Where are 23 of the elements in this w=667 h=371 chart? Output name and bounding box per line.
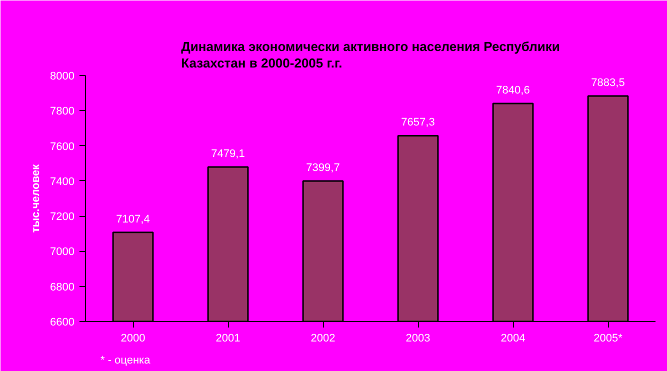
- x-tick-label: 2001: [216, 332, 240, 344]
- data-label: 7657,3: [401, 116, 435, 129]
- y-axis-title: тыс.человек: [30, 164, 42, 233]
- y-tick-label: 7800: [50, 106, 75, 118]
- y-tick-label: 7200: [50, 211, 75, 224]
- y-tick-label: 7400: [50, 176, 75, 188]
- x-tick-label: 2004: [500, 332, 526, 344]
- x-tick-label: 2000: [120, 332, 146, 344]
- text: * - оценка: [100, 354, 152, 366]
- y-tick-label: 7600: [50, 140, 75, 153]
- y-tick-label: 6600: [50, 316, 75, 328]
- data-label: 7840,6: [496, 84, 530, 97]
- y-tick-label: 7000: [50, 246, 75, 258]
- chart-title: Динамика экономически активного населения Республики Казахстан в 2000-2005 г.г.: [181, 39, 560, 70]
- y-tick-label: 8000: [50, 70, 75, 82]
- x-tick-label: 2005*: [594, 332, 624, 344]
- data-label: 7479,1: [211, 148, 245, 160]
- x-tick-label: 2002: [310, 332, 336, 344]
- x-tick-label: 2003: [406, 332, 430, 344]
- data-label: 7107,4: [116, 213, 150, 226]
- data-label: 7883,5: [591, 76, 625, 89]
- data-label: 7399,7: [306, 162, 340, 174]
- y-tick-label: 6800: [50, 281, 75, 294]
